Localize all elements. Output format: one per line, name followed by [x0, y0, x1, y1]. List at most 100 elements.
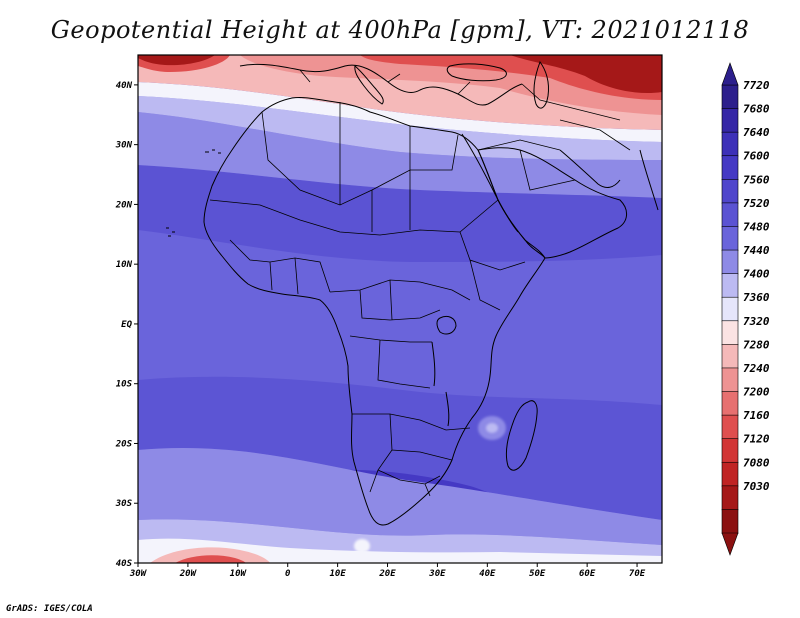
lon-tick-label: 50E — [529, 569, 546, 579]
colorbar-label: 7160 — [743, 409, 770, 422]
colorbar-swatch — [721, 438, 739, 464]
colorbar-label: 7240 — [743, 362, 770, 375]
colorbar-label: 7600 — [743, 150, 770, 163]
colorbar-swatch — [721, 320, 739, 346]
colorbar-swatch — [721, 249, 739, 275]
coastlines — [166, 60, 659, 526]
border-horn — [459, 231, 526, 311]
colorbar-swatch — [721, 391, 739, 416]
lake-tanganyika — [431, 341, 436, 387]
field-band-7400 — [138, 82, 662, 142]
longitude-axis: 30W 20W 10W 0 10E 20E 30E 40E 50E 60E 70E — [129, 563, 646, 579]
lat-tick-label: 40S — [116, 559, 133, 569]
field-band-7440 — [138, 96, 662, 160]
lon-tick-label: 0 — [285, 569, 291, 579]
colorbar-swatch — [721, 461, 739, 487]
colorbar-label: 7200 — [743, 386, 770, 399]
colorbar-swatch — [721, 226, 739, 251]
lon-tick-label: 70E — [629, 569, 646, 579]
europe-coast — [239, 63, 523, 106]
border-west-africa — [229, 239, 331, 295]
colorbar-label: 7120 — [743, 433, 770, 446]
map-frame — [137, 54, 663, 564]
field-band-7600 — [138, 376, 662, 520]
lon-tick-label: 20E — [378, 569, 396, 579]
field-south-pink — [150, 547, 270, 563]
lat-tick-label: 20S — [115, 439, 133, 449]
colorbar-label: 7440 — [743, 244, 770, 257]
colorbar-bottom-arrow — [721, 532, 739, 556]
colorbar-label: 7030 — [743, 480, 770, 493]
lon-tick-label: 30E — [428, 569, 446, 579]
colorbar-swatch — [721, 509, 739, 534]
lon-tick-label: 10W — [230, 569, 248, 579]
colorbar-label: 7720 — [743, 79, 770, 92]
persian-gulf — [559, 149, 621, 188]
black-sea — [446, 63, 507, 82]
border-middle-east — [477, 119, 631, 191]
colorbar-swatches — [721, 62, 739, 556]
border-sahel — [209, 199, 499, 236]
colorbar-label: 7360 — [743, 291, 770, 304]
lat-tick-label: 30S — [115, 499, 133, 509]
lon-tick-label: 10E — [329, 569, 346, 579]
lon-tick-label: 60E — [579, 569, 596, 579]
field-south-white — [138, 538, 662, 563]
colorbar-swatch — [721, 296, 739, 322]
border-congo — [349, 335, 432, 389]
lon-tick-label: 40E — [479, 569, 496, 579]
colorbar-label: 7640 — [743, 126, 770, 139]
lon-tick-label: 20W — [179, 569, 198, 579]
cape-verde-islands — [166, 227, 175, 237]
colorbar-label: 7320 — [743, 315, 770, 328]
lat-tick-label: 40N — [116, 81, 133, 91]
field-band-7560 — [138, 230, 662, 420]
country-borders — [209, 69, 631, 497]
colorbar-labels: 7720 7680 7640 7600 7560 7520 7480 7440 7400 7360… — [743, 79, 770, 493]
latitude-axis: 40N 30N 20N 10N EQ 10S 20S 30S 40S — [115, 81, 138, 569]
lat-tick-label: EQ — [121, 320, 132, 330]
field-south-red — [175, 555, 246, 563]
colorbar-label: 7280 — [743, 338, 770, 351]
lake-victoria — [436, 315, 457, 335]
colorbar-swatch — [721, 131, 739, 157]
colorbar-label: 7680 — [743, 103, 770, 116]
caspian-sea — [533, 60, 549, 109]
border-south-africa — [377, 469, 441, 497]
india-coast — [639, 149, 659, 211]
canary-islands — [205, 149, 221, 154]
colorbar-swatch — [721, 485, 739, 511]
colorbar-swatch — [721, 367, 739, 393]
lat-tick-label: 10S — [116, 380, 133, 390]
colorbar-label: 7560 — [743, 173, 770, 186]
colorbar-swatch — [721, 108, 739, 133]
grads-credit: GrADS: IGES/COLA — [6, 604, 93, 614]
field-south-spot — [354, 539, 370, 553]
lat-tick-label: 20N — [115, 200, 133, 210]
madagascar — [505, 400, 538, 471]
field-south-band-7480 — [138, 447, 662, 545]
colorbar-label: 7400 — [743, 268, 770, 281]
colorbar-swatch — [721, 179, 739, 204]
colorbar-swatch — [721, 273, 739, 299]
field-band-7160 — [138, 55, 662, 100]
lon-tick-label: 30W — [129, 569, 148, 579]
map-title: Geopotential Height at 400hPa [gpm], VT:… — [50, 16, 750, 44]
field-band-7080 — [138, 55, 662, 94]
colorbar-swatch — [721, 155, 739, 181]
italy — [354, 65, 384, 105]
lat-tick-label: 10N — [116, 260, 133, 270]
border-europe — [299, 69, 621, 121]
colorbar-swatch — [721, 414, 739, 440]
colorbar-label: 7080 — [743, 456, 770, 469]
colorbar-label: 7520 — [743, 197, 770, 210]
colorbar-swatch — [721, 84, 739, 110]
lat-tick-label: 30N — [115, 141, 133, 151]
height-field — [138, 55, 662, 563]
colorbar-swatch — [721, 202, 739, 228]
red-sea — [461, 133, 519, 233]
colorbar-top-arrow — [721, 62, 739, 86]
field-lowpressure-core — [486, 423, 498, 433]
